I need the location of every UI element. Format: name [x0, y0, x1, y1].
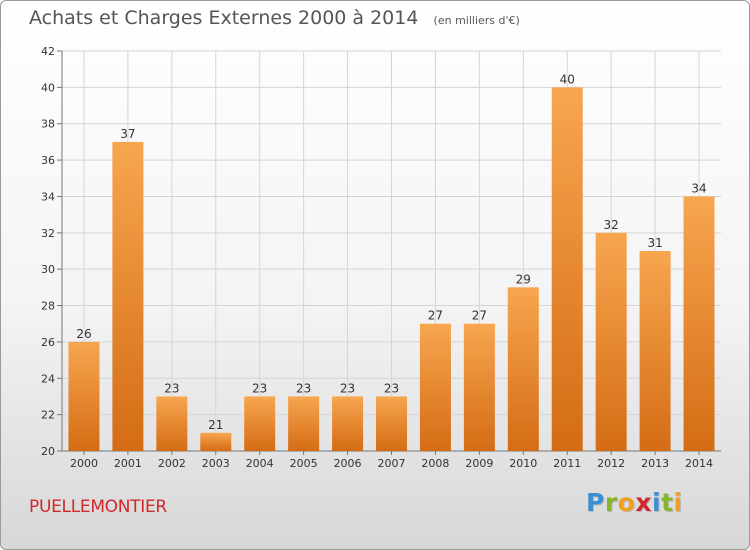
x-tick-label-2008: 2008 [421, 457, 449, 470]
x-tick-label-2002: 2002 [158, 457, 186, 470]
x-tick-label-2004: 2004 [246, 457, 274, 470]
bar-2005 [288, 396, 320, 451]
chart-unit: (en milliers d'€) [433, 14, 520, 27]
value-label-2008: 27 [428, 309, 443, 323]
bar-2002 [156, 396, 188, 451]
y-tick-label: 34 [41, 190, 55, 203]
bar-2010 [507, 287, 539, 451]
value-label-2011: 40 [560, 72, 575, 86]
bar-2003 [200, 432, 232, 451]
y-tick-label: 28 [41, 300, 55, 313]
title-row: Achats et Charges Externes 2000 à 2014 (… [29, 7, 520, 29]
logo-letter: x [635, 488, 652, 517]
x-tick-label-2014: 2014 [685, 457, 713, 470]
value-label-2012: 32 [604, 218, 619, 232]
y-tick-label: 36 [41, 154, 55, 167]
commune-name: PUELLEMONTIER [29, 497, 167, 517]
bar-2013 [639, 251, 671, 451]
bar-2014 [683, 196, 715, 451]
y-tick-label: 40 [41, 81, 55, 94]
logo-letter: t [661, 488, 674, 517]
value-label-2000: 26 [76, 327, 91, 341]
value-label-2003: 21 [208, 418, 223, 432]
x-tick-label-2011: 2011 [553, 457, 581, 470]
y-tick-label: 26 [41, 336, 55, 349]
bar-2001 [112, 141, 144, 451]
value-label-2009: 27 [472, 309, 487, 323]
bar-2004 [244, 396, 276, 451]
x-tick-label-2013: 2013 [641, 457, 669, 470]
proxiti-logo: Proxiti [586, 488, 683, 517]
value-label-2007: 23 [384, 381, 399, 395]
logo-letter: P [586, 488, 605, 517]
logo-letter: i [673, 488, 683, 517]
y-tick-label: 42 [41, 45, 55, 58]
y-tick-label: 30 [41, 263, 55, 276]
x-tick-label-2000: 2000 [70, 457, 98, 470]
chart-title: Achats et Charges Externes 2000 à 2014 [29, 7, 419, 29]
x-tick-label-2010: 2010 [509, 457, 537, 470]
bar-2006 [332, 396, 364, 451]
x-tick-label-2005: 2005 [290, 457, 318, 470]
value-label-2002: 23 [164, 381, 179, 395]
value-label-2013: 31 [647, 236, 662, 250]
bar-2011 [551, 87, 583, 451]
bars [68, 87, 715, 451]
value-label-2006: 23 [340, 381, 355, 395]
logo-letter: o [617, 488, 636, 517]
bar-2008 [419, 323, 451, 451]
data-labels: 26 37 23 21 23 23 23 23 27 27 29 40 32 31 34 [76, 72, 706, 431]
x-tick-label-2009: 2009 [465, 457, 493, 470]
x-tick-label-2012: 2012 [597, 457, 625, 470]
value-label-2014: 34 [691, 181, 706, 195]
value-label-2010: 29 [516, 272, 531, 286]
y-tick-label: 20 [41, 445, 55, 458]
bar-2007 [376, 396, 407, 451]
x-tick-label-2001: 2001 [114, 457, 142, 470]
bar-2009 [463, 323, 495, 451]
x-tick-label-2006: 2006 [334, 457, 362, 470]
y-tick-label: 38 [41, 118, 55, 131]
y-tick-label: 32 [41, 227, 55, 240]
x-tick-label-2007: 2007 [378, 457, 406, 470]
logo-letter: r [604, 488, 618, 517]
bar-2000 [68, 341, 100, 451]
bar-2012 [595, 232, 627, 451]
y-tick-label: 22 [41, 409, 55, 422]
value-label-2004: 23 [252, 381, 267, 395]
logo-letter: i [652, 488, 662, 517]
value-label-2005: 23 [296, 381, 311, 395]
y-tick-label: 24 [41, 372, 55, 385]
value-label-2001: 37 [120, 127, 135, 141]
x-tick-label-2003: 2003 [202, 457, 230, 470]
